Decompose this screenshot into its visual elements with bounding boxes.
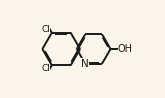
Text: OH: OH — [118, 44, 133, 54]
Text: N: N — [81, 59, 89, 69]
Text: Cl: Cl — [41, 64, 50, 73]
Text: Cl: Cl — [41, 25, 50, 34]
